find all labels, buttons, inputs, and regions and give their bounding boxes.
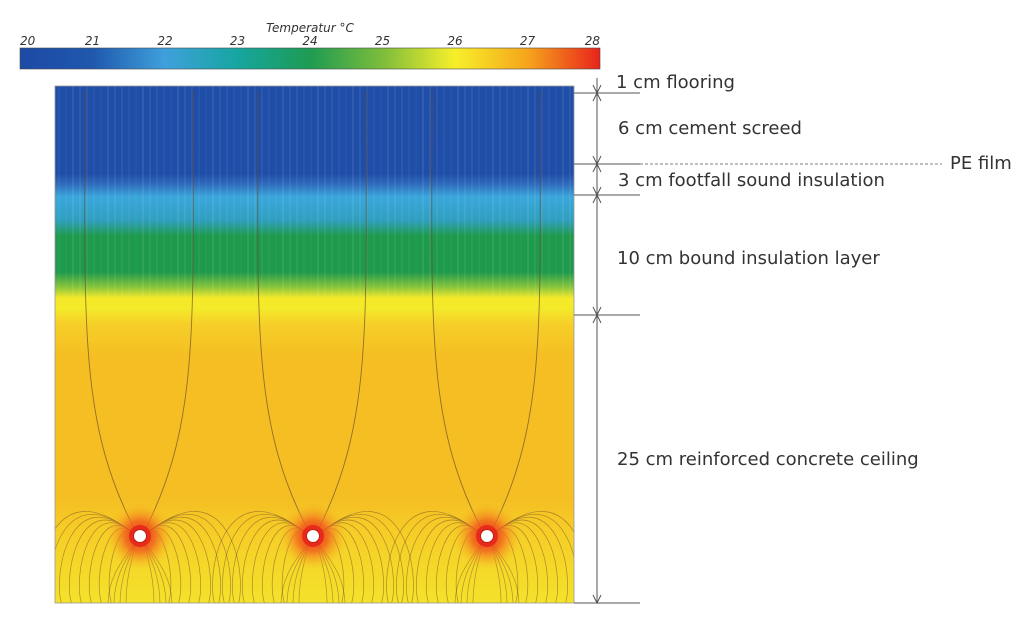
dimension-arrow	[592, 78, 602, 95]
label-bound-insulation-layer: 10 cm bound insulation layer	[617, 248, 880, 269]
colorbar-tick-label: 27	[520, 34, 536, 48]
heat-flux-lines	[55, 89, 574, 603]
dimension-arrow	[592, 313, 602, 605]
heating-pipe	[480, 529, 494, 543]
heating-pipe	[133, 529, 147, 543]
temperature-field	[54, 85, 575, 604]
dimension-arrow	[592, 162, 602, 197]
colorbar-tick-label: 24	[302, 34, 317, 48]
heating-pipe	[306, 529, 320, 543]
colorbar-tick-label: 21	[85, 34, 100, 48]
temperature-colorbar: Temperatur °C 20 21 22 23 24 25 26 27 28	[19, 21, 601, 70]
field-texture	[58, 86, 571, 296]
colorbar-tick-label: 25	[375, 34, 390, 48]
colorbar-tick-label: 20	[20, 34, 36, 48]
layer-dimensions	[574, 92, 942, 604]
colorbar-ticks: 20 21 22 23 24 25 26 27 28	[20, 34, 600, 48]
label-cement-screed: 6 cm cement screed	[618, 118, 802, 139]
colorbar-tick-label: 23	[230, 34, 245, 48]
layer-labels: 1 cm flooring 6 cm cement screed PE film…	[616, 72, 1012, 470]
heating-pipes	[106, 502, 521, 570]
colorbar-tick-label: 26	[447, 34, 463, 48]
colorbar-title: Temperatur °C	[266, 21, 354, 35]
dimension-arrow	[592, 91, 602, 166]
label-flooring: 1 cm flooring	[616, 72, 735, 93]
dimension-arrow	[592, 193, 602, 317]
colorbar-gradient	[19, 47, 601, 70]
label-reinforced-concrete-ceiling: 25 cm reinforced concrete ceiling	[617, 449, 919, 470]
colorbar-tick-label: 28	[585, 34, 601, 48]
label-pe-film: PE film	[950, 153, 1012, 174]
label-footfall-sound-insulation: 3 cm footfall sound insulation	[618, 170, 885, 191]
colorbar-tick-label: 22	[157, 34, 172, 48]
dimension-arrows	[592, 78, 602, 605]
